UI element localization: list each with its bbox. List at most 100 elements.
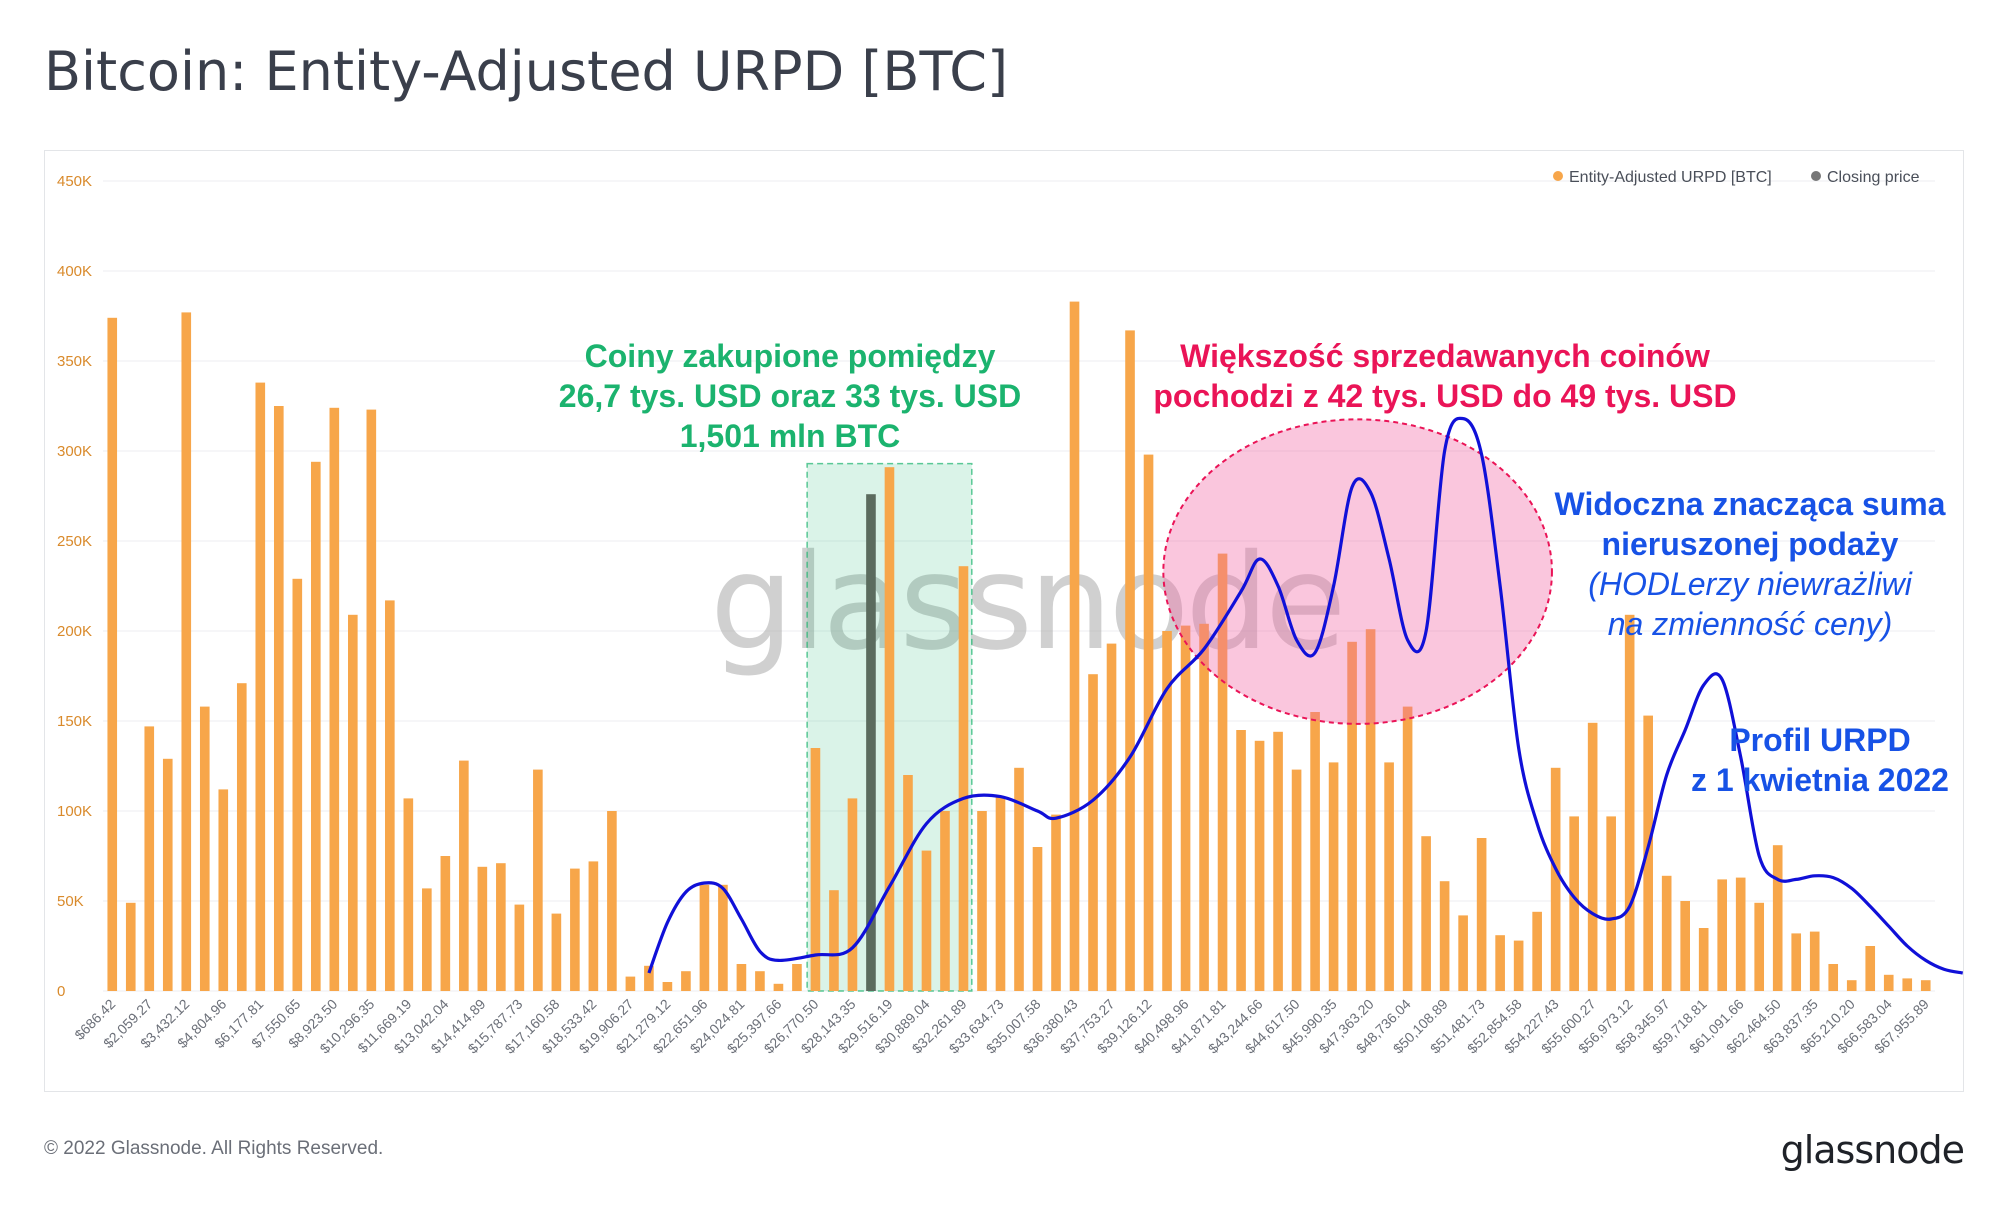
urpd-bar xyxy=(1328,762,1339,991)
y-tick-label: 300K xyxy=(57,443,92,460)
y-tick-label: 200K xyxy=(57,623,92,640)
urpd-bar xyxy=(496,863,506,991)
urpd-bar xyxy=(1569,816,1579,991)
urpd-bar xyxy=(255,382,266,992)
urpd-bar xyxy=(1106,643,1117,991)
urpd-bar xyxy=(514,904,525,991)
urpd-bar xyxy=(1088,674,1098,991)
urpd-bar xyxy=(810,748,821,991)
urpd-bar xyxy=(699,884,710,991)
urpd-bar xyxy=(1236,730,1246,991)
urpd-bar xyxy=(1273,731,1283,991)
urpd-bar xyxy=(1587,722,1598,991)
annotation-blue-line-1: Widoczna znacząca suma xyxy=(1554,486,1946,522)
urpd-bar xyxy=(1310,712,1320,991)
urpd-bar xyxy=(1032,847,1043,991)
urpd-bar xyxy=(1513,940,1524,991)
urpd-bar xyxy=(1125,330,1135,991)
annotation-blue-line-3: (HODLerzy niewrażliwi xyxy=(1588,566,1912,602)
urpd-bar xyxy=(681,971,691,991)
y-tick-label: 0 xyxy=(57,983,65,1000)
urpd-bar xyxy=(792,964,802,991)
urpd-bar xyxy=(1717,879,1728,991)
y-tick-label: 400K xyxy=(57,263,92,280)
urpd-bar xyxy=(1495,935,1505,991)
urpd-bar xyxy=(1421,836,1431,991)
red-zone xyxy=(1162,418,1553,725)
urpd-bar xyxy=(292,578,303,991)
urpd-bar xyxy=(1698,928,1709,991)
urpd-bar xyxy=(366,409,377,992)
annotation-green-line-1: Coiny zakupione pomiędzy xyxy=(584,338,996,374)
annotation-profile-line-1: Profil URPD xyxy=(1729,722,1911,758)
urpd-bar xyxy=(1754,902,1765,991)
urpd-bar xyxy=(1809,931,1820,991)
urpd-bar xyxy=(662,982,673,991)
urpd-bar xyxy=(755,971,765,991)
urpd-bar xyxy=(1199,623,1209,991)
urpd-bar xyxy=(1883,974,1894,991)
urpd-bar xyxy=(199,706,210,991)
urpd-bar xyxy=(1384,762,1394,991)
urpd-bar xyxy=(551,913,562,991)
urpd-bar xyxy=(1439,881,1450,991)
urpd-bar xyxy=(588,861,599,991)
annotation-blue: Widoczna znacząca suma nieruszonej podaż… xyxy=(1520,484,1980,644)
urpd-bar xyxy=(273,406,284,991)
urpd-bar xyxy=(125,902,136,991)
urpd-bar xyxy=(1624,614,1635,991)
urpd-bar xyxy=(607,811,617,991)
watermark: glassnode xyxy=(710,526,1342,680)
urpd-bar xyxy=(440,856,451,991)
x-axis-labels: $686.42$2,059.27$3,432.12$4,804.96$6,177… xyxy=(71,996,1932,1057)
urpd-bar xyxy=(1217,553,1228,991)
urpd-bar xyxy=(310,461,321,991)
y-tick-label: 100K xyxy=(57,803,92,820)
urpd-bar xyxy=(847,798,858,991)
urpd-bar xyxy=(1846,980,1857,991)
urpd-bar xyxy=(625,976,636,991)
urpd-bar xyxy=(718,884,728,991)
urpd-bar xyxy=(1902,978,1913,991)
urpd-bar xyxy=(1920,980,1931,991)
urpd-bar xyxy=(1347,641,1357,991)
y-tick-label: 50K xyxy=(57,893,84,910)
urpd-bar xyxy=(940,811,950,991)
y-tick-label: 350K xyxy=(57,353,92,370)
page-title: Bitcoin: Entity-Adjusted URPD [BTC] xyxy=(44,40,1009,103)
urpd-bar xyxy=(1458,915,1468,991)
urpd-bar xyxy=(1162,631,1172,991)
red-zone-ellipse xyxy=(1162,418,1553,725)
urpd-chart: glassnode 0 50K 100K 150K 200K 250K 300K 350K 40… xyxy=(57,169,1964,1057)
chart-frame: glassnode 0 50K 100K 150K 200K 250K 300K 350K 40… xyxy=(44,150,1964,1092)
urpd-bar xyxy=(477,866,488,991)
legend-closing-price-dot xyxy=(1811,171,1821,181)
urpd-bar xyxy=(1014,767,1024,991)
urpd-bar xyxy=(884,467,895,991)
urpd-bar xyxy=(1365,629,1376,991)
legend-urpd-dot xyxy=(1553,171,1563,181)
annotation-green-line-3: 1,501 mln BTC xyxy=(679,418,901,454)
bars xyxy=(107,301,1931,992)
urpd-bar xyxy=(1180,625,1191,991)
annotation-red-line-2: pochodzi z 42 tys. USD do 49 tys. USD xyxy=(1153,378,1737,414)
urpd-bar xyxy=(773,983,784,991)
urpd-bar xyxy=(1606,816,1616,991)
urpd-bar xyxy=(1476,838,1487,991)
urpd-bar xyxy=(422,888,432,991)
urpd-bar xyxy=(236,683,247,991)
urpd-bar xyxy=(1051,814,1061,991)
annotation-red-line-1: Większość sprzedawanych coinów xyxy=(1180,338,1710,374)
urpd-bar xyxy=(1865,946,1876,991)
annotation-profile-line-2: z 1 kwietnia 2022 xyxy=(1691,762,1949,798)
urpd-bar xyxy=(144,726,155,991)
urpd-bar xyxy=(995,796,1006,991)
footer-logo: glassnode xyxy=(1780,1128,1965,1172)
urpd-bar xyxy=(903,775,913,991)
y-tick-label: 450K xyxy=(57,173,92,190)
urpd-bar xyxy=(1680,901,1690,991)
urpd-bar xyxy=(921,850,932,991)
urpd-bar xyxy=(977,811,987,991)
urpd-bar xyxy=(1069,301,1080,992)
urpd-bar xyxy=(1550,767,1561,991)
